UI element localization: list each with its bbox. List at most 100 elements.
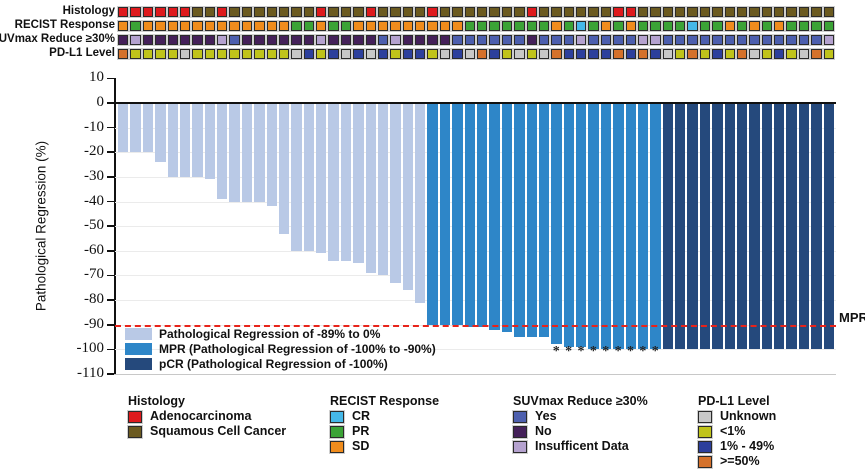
waterfall-bar (278, 103, 290, 234)
plot-legend-row: Pathological Regression of -89% to 0% (125, 327, 505, 342)
track-cell (574, 19, 588, 33)
track-cell (698, 19, 712, 33)
legend-swatch (125, 328, 152, 340)
gridline (115, 275, 836, 277)
track-cell (574, 5, 588, 19)
legend-label: MPR (Pathological Regression of -100% to… (159, 342, 436, 356)
bottom-legend-title: Histology (128, 394, 185, 408)
track-cell (265, 5, 278, 19)
track-cell (723, 19, 736, 33)
track-cell (154, 33, 167, 47)
legend-swatch (127, 425, 143, 439)
legend-label: Adenocarcinoma (150, 409, 252, 423)
waterfall-bar (675, 103, 686, 350)
track-cell (488, 19, 501, 33)
waterfall-bar (303, 103, 315, 251)
track-cell (290, 33, 303, 47)
waterfall-bar (241, 103, 253, 202)
track-cell (587, 5, 600, 19)
asterisk: * (639, 344, 647, 359)
track-cell (315, 5, 328, 19)
track-cell (339, 33, 353, 47)
track-cell (599, 47, 613, 61)
track-cell (240, 19, 254, 33)
y-axis-line (114, 78, 116, 374)
y-tick (107, 200, 114, 203)
asterisk: * (602, 344, 610, 359)
track-cell (389, 19, 402, 33)
track-cell (215, 33, 229, 47)
track-cell (698, 5, 712, 19)
plot-legend-row: MPR (Pathological Regression of -100% to… (125, 342, 505, 357)
track-cell (116, 33, 130, 47)
track-cell (624, 19, 637, 33)
y-tick-label: -70 (84, 266, 104, 283)
track-cell (203, 33, 217, 47)
track-cell (215, 5, 229, 19)
waterfall-bar (600, 103, 612, 350)
track-cell (389, 33, 402, 47)
track-cell (463, 33, 477, 47)
track-cell (488, 47, 501, 61)
track-cell (735, 19, 749, 33)
track-cell (674, 33, 687, 47)
waterfall-bar (501, 103, 513, 333)
waterfall-bar (712, 103, 723, 350)
track-cell (116, 19, 130, 33)
track-cell (376, 33, 390, 47)
track-cell (636, 33, 650, 47)
waterfall-bar (563, 103, 575, 347)
track-cell (735, 5, 749, 19)
track-cell (475, 5, 489, 19)
track-cell (649, 19, 662, 33)
track-cell (327, 47, 340, 61)
y-tick (107, 250, 114, 252)
track-cell (426, 33, 439, 47)
track-cell (339, 19, 353, 33)
track-cell (686, 33, 699, 47)
track-cell (475, 33, 489, 47)
waterfall-bar (390, 103, 401, 283)
asterisk: * (651, 344, 659, 359)
y-tick (107, 323, 114, 326)
legend-label: Squamous Cell Cancer (150, 424, 287, 438)
legend-swatch (329, 440, 345, 454)
track-cell (785, 47, 798, 61)
waterfall-bar (576, 103, 587, 347)
track-cell (228, 5, 241, 19)
waterfall-bar (538, 103, 550, 338)
track-cell (698, 47, 712, 61)
track-cell (599, 5, 613, 19)
track-cell (525, 33, 538, 47)
gridline (115, 226, 836, 228)
track-cell (562, 47, 576, 61)
track-cell (166, 47, 179, 61)
track-cell (574, 47, 588, 61)
waterfall-bar (204, 103, 216, 180)
track-cell (166, 33, 179, 47)
y-tick-label: -50 (84, 217, 104, 234)
track-cell (513, 33, 526, 47)
track-cell (624, 33, 637, 47)
waterfall-bar (464, 103, 475, 328)
track-cell (797, 33, 811, 47)
track-cell (376, 47, 390, 61)
track-cell (191, 33, 204, 47)
asterisk: * (627, 344, 635, 359)
track-cell (277, 33, 291, 47)
y-tick (107, 299, 114, 301)
track-cell (426, 5, 439, 19)
track-cell (649, 5, 662, 19)
track-cell (277, 5, 291, 19)
y-axis-title: Pathological Regression (%) (33, 140, 49, 312)
track-cell (364, 5, 378, 19)
track-cell (562, 33, 576, 47)
track-cell (401, 33, 415, 47)
y-tick-label: -110 (77, 364, 104, 381)
legend-swatch (125, 358, 152, 370)
waterfall-bar (650, 103, 661, 350)
track-cell (760, 33, 774, 47)
waterfall-bar (613, 103, 624, 350)
track-cell (785, 19, 798, 33)
waterfall-bar (217, 103, 228, 200)
